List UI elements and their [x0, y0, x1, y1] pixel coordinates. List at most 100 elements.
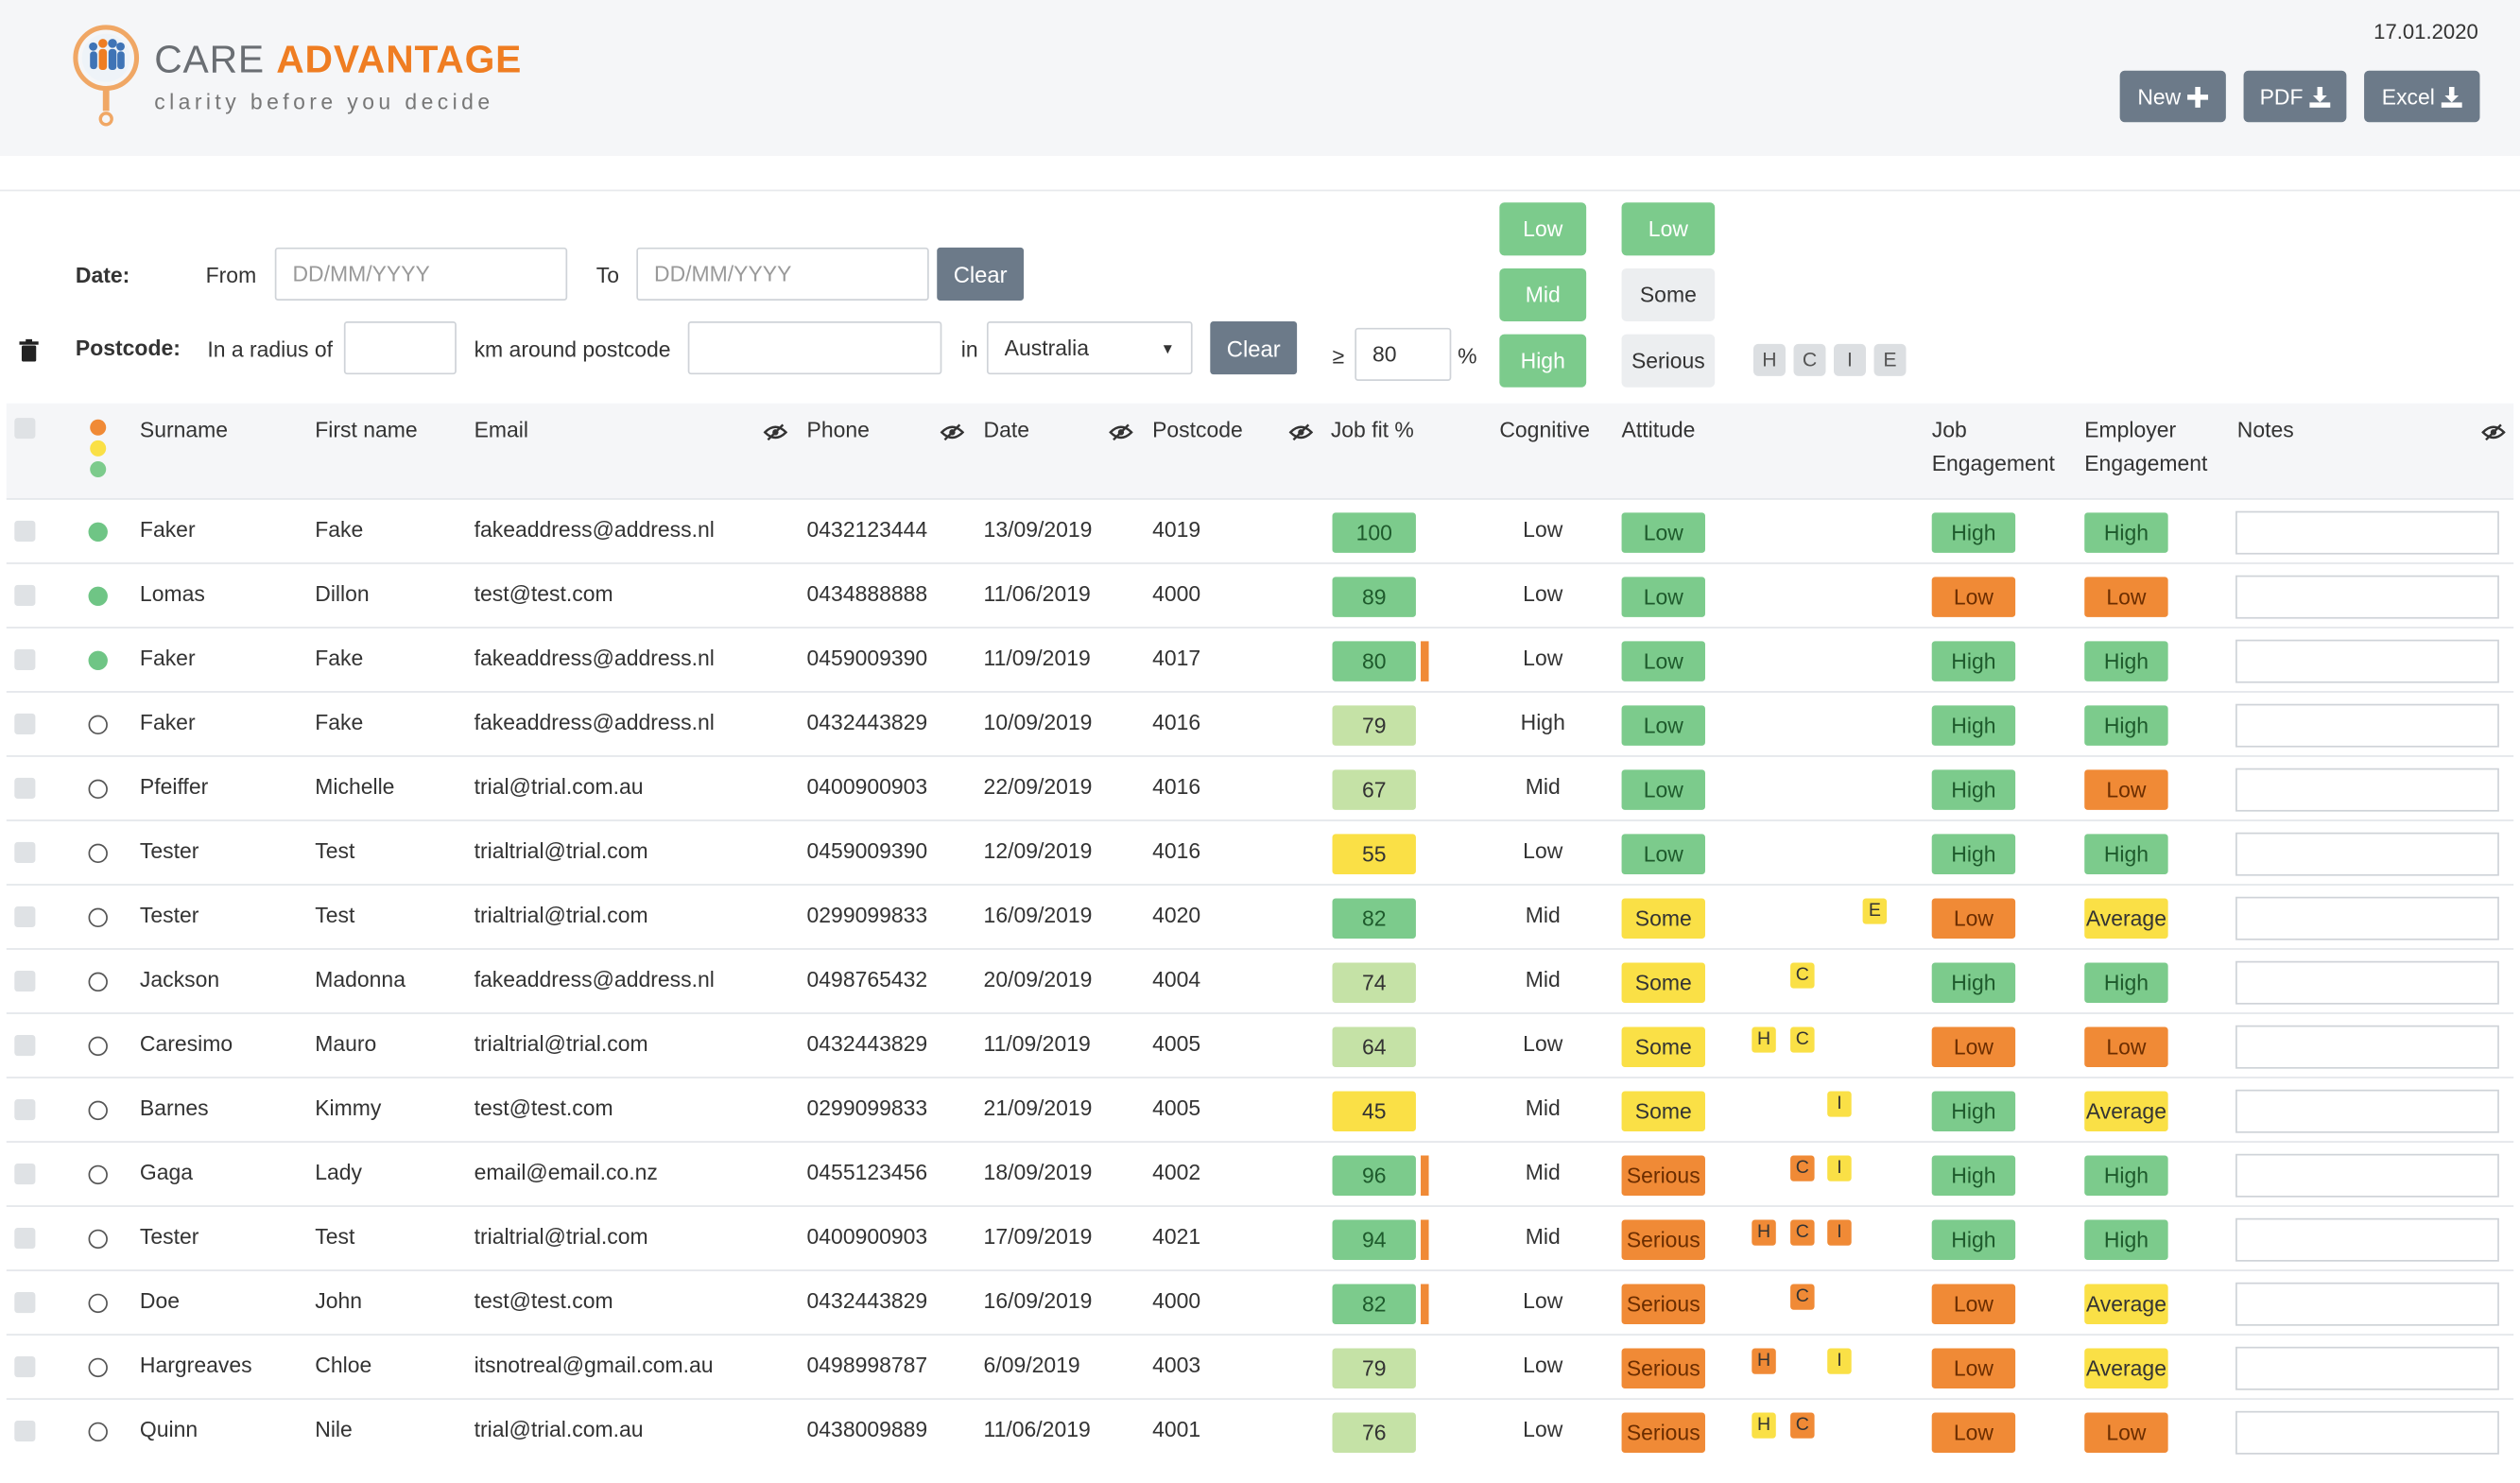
eye-slash-icon[interactable]	[1288, 421, 1314, 441]
attitude-badge: Serious	[1621, 1219, 1705, 1261]
col-attitude[interactable]: Attitude	[1621, 418, 1696, 442]
cell-first-name: Madonna	[315, 967, 406, 992]
attitude-badge: Some	[1621, 1091, 1705, 1131]
row-checkbox[interactable]	[14, 1227, 36, 1250]
attitude-filter-low[interactable]: Low	[1621, 202, 1716, 256]
eye-slash-icon[interactable]	[2481, 421, 2506, 441]
chip-h[interactable]: H	[1752, 343, 1786, 376]
pdf-button[interactable]: PDF	[2243, 70, 2347, 123]
col-cognitive[interactable]: Cognitive	[1499, 418, 1591, 442]
table-row[interactable]: Lomas Dillon test@test.com 0434888888 11/06/…	[6, 562, 2514, 627]
clear-date-button[interactable]: Clear	[937, 247, 1025, 301]
col-job-engagement[interactable]: Job Engagement	[1932, 413, 2055, 480]
notes-input[interactable]	[2235, 767, 2499, 812]
row-checkbox[interactable]	[14, 584, 36, 606]
cognitive-filter-mid[interactable]: Mid	[1499, 267, 1587, 322]
row-checkbox[interactable]	[14, 1034, 36, 1057]
row-checkbox[interactable]	[14, 970, 36, 992]
clear-postcode-button[interactable]: Clear	[1210, 321, 1298, 375]
table-row[interactable]: Tester Test trialtrial@trial.com 0459009390…	[6, 819, 2514, 884]
notes-input[interactable]	[2235, 1217, 2499, 1262]
attitude-filter-serious[interactable]: Serious	[1621, 334, 1716, 388]
table-row[interactable]: Faker Fake fakeaddress@address.nl 043244382…	[6, 691, 2514, 755]
row-checkbox[interactable]	[14, 1356, 36, 1378]
row-checkbox[interactable]	[14, 648, 36, 671]
table-row[interactable]: Faker Fake fakeaddress@address.nl 045900939…	[6, 627, 2514, 691]
row-checkbox[interactable]	[14, 1163, 36, 1185]
country-select[interactable]: Australia ▼	[986, 321, 1193, 375]
jobfit-min-input[interactable]: 80	[1355, 327, 1452, 381]
to-date-input[interactable]: DD/MM/YYYY	[636, 247, 929, 301]
new-button[interactable]: New	[2119, 70, 2226, 123]
col-email[interactable]: Email	[474, 418, 528, 442]
eye-slash-icon[interactable]	[763, 421, 788, 441]
notes-input[interactable]	[2235, 1410, 2499, 1455]
table-row[interactable]: Doe John test@test.com 0432443829 16/09/2019…	[6, 1269, 2514, 1334]
col-job-fit[interactable]: Job fit %	[1330, 418, 1414, 442]
table-row[interactable]: Pfeiffer Michelle trial@trial.com.au 040090…	[6, 755, 2514, 819]
row-checkbox[interactable]	[14, 1292, 36, 1314]
row-checkbox[interactable]	[14, 520, 36, 542]
table-row[interactable]: Gaga Lady email@email.co.nz 0455123456 18/09…	[6, 1141, 2514, 1205]
notes-input[interactable]	[2235, 960, 2499, 1005]
notes-input[interactable]	[2235, 510, 2499, 555]
table-row[interactable]: Tester Test trialtrial@trial.com 0299099833…	[6, 884, 2514, 948]
cell-date: 17/09/2019	[983, 1224, 1093, 1250]
notes-input[interactable]	[2235, 1025, 2499, 1069]
eye-slash-icon[interactable]	[940, 421, 965, 441]
notes-input[interactable]	[2235, 896, 2499, 940]
attitude-filter-some[interactable]: Some	[1621, 267, 1716, 322]
row-checkbox[interactable]	[14, 841, 36, 864]
col-notes[interactable]: Notes	[2236, 418, 2294, 442]
cognitive-filter-low[interactable]: Low	[1499, 202, 1587, 256]
cell-surname: Pfeiffer	[139, 774, 209, 800]
col-surname[interactable]: Surname	[139, 418, 229, 442]
table-row[interactable]: Faker Fake fakeaddress@address.nl 043212344…	[6, 498, 2514, 562]
notes-input[interactable]	[2235, 1346, 2499, 1390]
row-checkbox[interactable]	[14, 1098, 36, 1121]
trash-icon[interactable]	[19, 338, 39, 362]
chip-i[interactable]: I	[1833, 343, 1867, 376]
table-row[interactable]: Jackson Madonna fakeaddress@address.nl 0498…	[6, 948, 2514, 1012]
chip-c[interactable]: C	[1793, 343, 1826, 376]
col-phone[interactable]: Phone	[806, 418, 870, 442]
col-postcode[interactable]: Postcode	[1152, 418, 1243, 442]
cell-postcode: 4005	[1152, 1031, 1201, 1057]
cell-surname: Lomas	[139, 581, 205, 606]
col-employer-engagement[interactable]: Employer Engagement	[2084, 413, 2207, 480]
row-checkbox[interactable]	[14, 905, 36, 928]
status-indicator	[88, 586, 108, 606]
eye-slash-icon[interactable]	[1109, 421, 1133, 441]
col-first-name[interactable]: First name	[315, 418, 418, 442]
status-indicator	[88, 1100, 108, 1121]
status-dot-yellow	[90, 440, 107, 457]
excel-button[interactable]: Excel	[2364, 70, 2480, 123]
cell-date: 6/09/2019	[983, 1353, 1080, 1378]
row-checkbox[interactable]	[14, 1421, 36, 1442]
cognitive-filter-high[interactable]: High	[1499, 334, 1587, 388]
notes-input[interactable]	[2235, 1089, 2499, 1133]
chip-e[interactable]: E	[1873, 343, 1907, 376]
postcode-input[interactable]	[687, 321, 942, 375]
from-date-input[interactable]: DD/MM/YYYY	[274, 247, 568, 301]
table-row[interactable]: Hargreaves Chloe itsnotreal@gmail.com.au 04…	[6, 1334, 2514, 1398]
employer-engagement-badge: Average	[2084, 898, 2168, 939]
notes-input[interactable]	[2235, 703, 2499, 748]
table-row[interactable]: Tester Test trialtrial@trial.com 0400900903…	[6, 1205, 2514, 1269]
notes-input[interactable]	[2235, 832, 2499, 876]
table-row[interactable]: Quinn Nile trial@trial.com.au 0438009889 11/…	[6, 1398, 2514, 1462]
radius-input[interactable]	[343, 321, 457, 375]
row-checkbox[interactable]	[14, 777, 36, 800]
notes-input[interactable]	[2235, 639, 2499, 683]
notes-input[interactable]	[2235, 1282, 2499, 1326]
table-row[interactable]: Caresimo Mauro trialtrial@trial.com 0432443…	[6, 1012, 2514, 1077]
job-fit-badge: 82	[1332, 1284, 1416, 1325]
job-engagement-badge: Low	[1931, 577, 2016, 617]
row-checkbox[interactable]	[14, 713, 36, 735]
col-date[interactable]: Date	[983, 418, 1030, 442]
table-row[interactable]: Barnes Kimmy test@test.com 0299099833 21/09/…	[6, 1077, 2514, 1141]
status-indicator	[88, 779, 108, 800]
select-all-checkbox[interactable]	[14, 418, 36, 440]
notes-input[interactable]	[2235, 1153, 2499, 1198]
notes-input[interactable]	[2235, 575, 2499, 619]
